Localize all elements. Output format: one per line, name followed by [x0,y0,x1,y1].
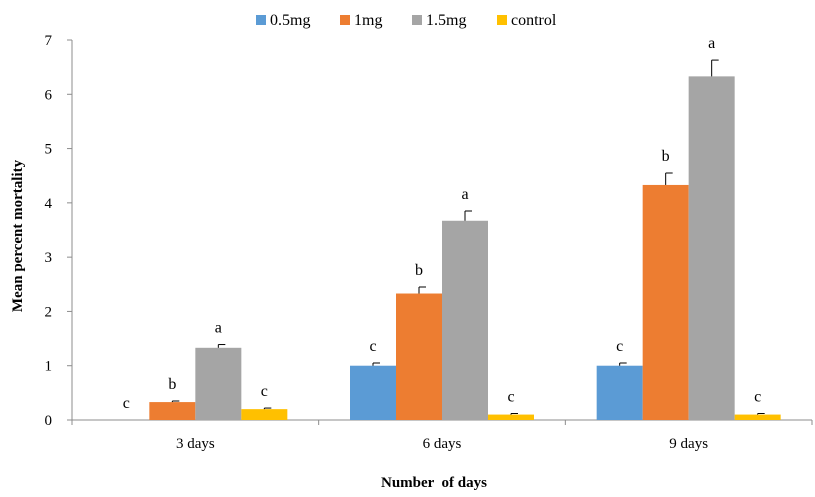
legend-label-control: control [511,12,557,29]
significance-letter: c [616,338,623,355]
y-tick-label: 5 [45,142,53,158]
significance-letter: b [662,148,670,165]
y-tick-label: 7 [45,33,53,49]
y-tick-label: 6 [45,87,53,103]
legend-label-1.5mg: 1.5mg [426,12,466,29]
significance-letter: a [708,35,715,52]
y-axis: 0 1 2 3 4 5 6 7 [45,33,73,429]
bar-1.5mg-3-days [195,347,242,420]
significance-letter: a [215,320,222,337]
legend: 0.5mg 1mg 1.5mg control [256,12,557,29]
bar-control-3-days [241,409,288,420]
legend-label-1mg: 1mg [354,12,382,29]
bar-1mg-6-days [396,293,442,420]
legend-swatch-1mg [340,15,350,25]
bar-control-9-days [734,414,781,420]
legend-swatch-0.5mg [256,15,266,25]
x-axis-label: Number of days [381,475,487,491]
legend-swatch-1.5mg [412,15,422,25]
bar-0.5mg-9-days [596,365,643,420]
bar-1mg-3-days [149,402,196,420]
x-tick-label: 3 days [176,436,215,452]
significance-letter: c [754,388,761,405]
y-tick-label: 1 [45,359,53,375]
y-tick-label: 3 [45,250,53,266]
significance-letter: b [415,262,423,279]
bar-1.5mg-6-days [442,220,488,420]
legend-label-0.5mg: 0.5mg [270,12,310,29]
x-axis: 3 days 6 days 9 days [71,419,813,452]
bar-1.5mg-9-days [688,76,735,420]
bar-0.5mg-6-days [350,365,396,420]
bar-1mg-9-days [642,184,689,420]
y-tick-label: 4 [45,196,53,212]
significance-letter: c [261,383,268,400]
x-tick-label: 6 days [423,436,462,452]
y-tick-label: 0 [45,413,53,429]
significance-letter: b [168,376,176,393]
legend-swatch-control [497,15,507,25]
bar-control-6-days [488,414,534,420]
y-axis-label: Mean percent mortality [10,159,26,312]
significance-letter: c [123,395,130,412]
x-tick-label: 9 days [669,436,708,452]
significance-letter: c [507,388,514,405]
bars-group: c c c b b b a a a c c c [123,35,781,420]
significance-letter: a [461,186,468,203]
significance-letter: c [369,338,376,355]
y-tick-label: 2 [45,304,53,320]
